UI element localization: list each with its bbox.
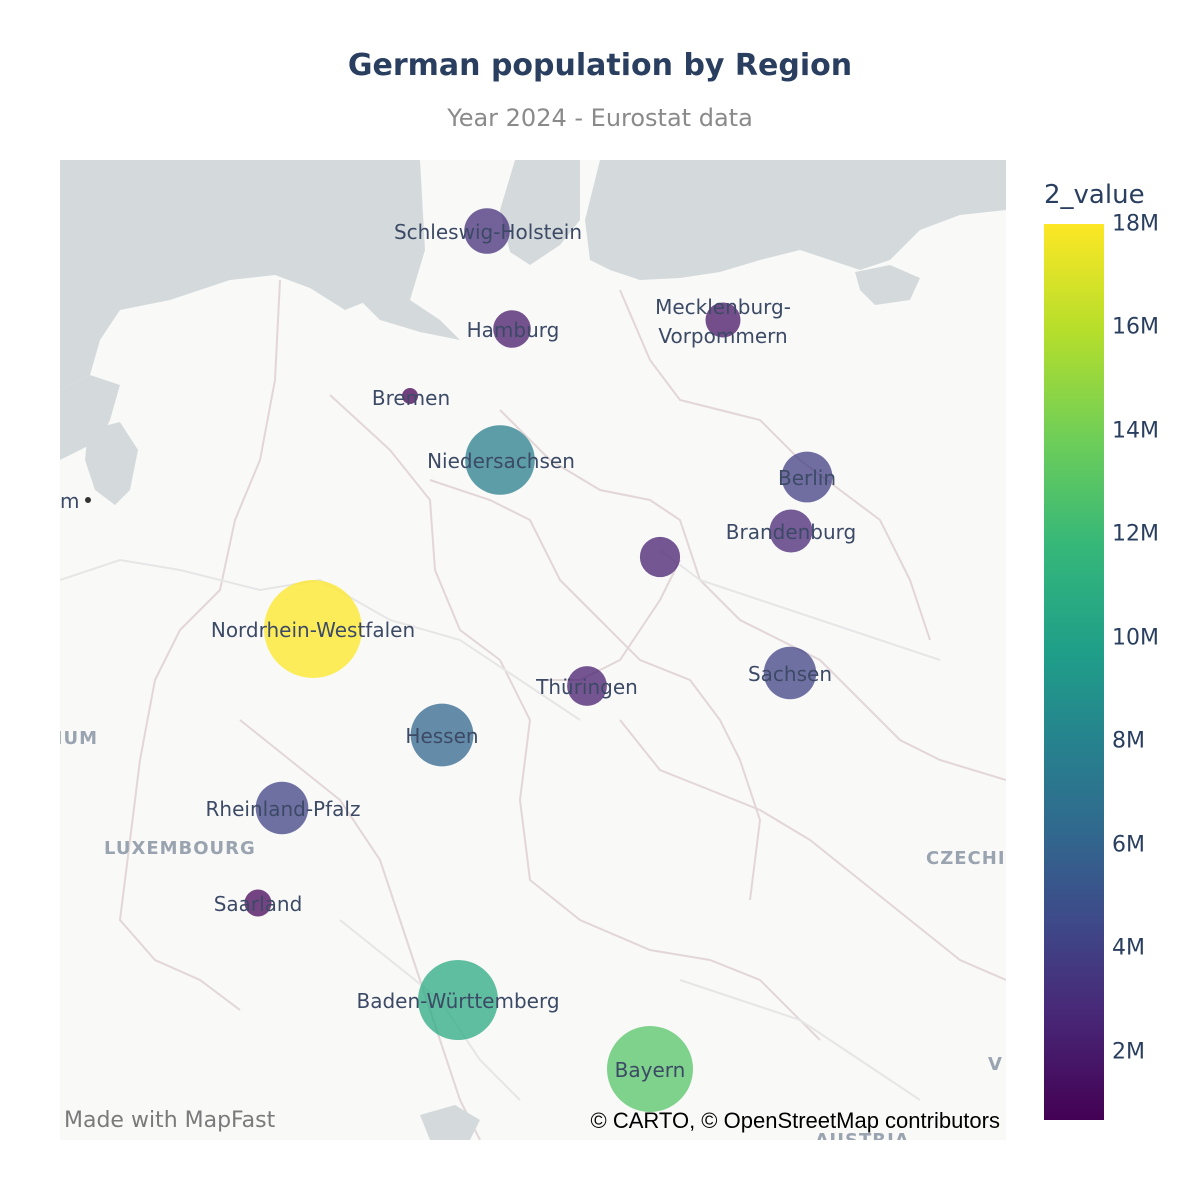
colorbar-title: 2_value xyxy=(1044,180,1145,210)
baltic-sea-west xyxy=(500,160,580,265)
region-label: Bayern xyxy=(615,1058,686,1082)
country-label-austria: AUSTRIA xyxy=(815,1130,910,1140)
elbe-estuary xyxy=(360,300,460,340)
bubble-layer xyxy=(244,208,833,1112)
colorbar-tick: 14M xyxy=(1112,418,1159,444)
region-label: Sachsen xyxy=(748,662,832,686)
bubble-hessen[interactable] xyxy=(410,703,474,767)
bubble-sachsen[interactable] xyxy=(763,646,817,700)
colorbar-tick: 16M xyxy=(1112,314,1159,340)
map-subtitle: Year 2024 - Eurostat data xyxy=(447,104,753,132)
roads-rivers xyxy=(60,549,941,1101)
bubble-th-ringen[interactable] xyxy=(567,666,607,706)
map-title: German population by Region xyxy=(347,48,853,83)
bubble-rheinland-pfalz[interactable] xyxy=(255,781,309,835)
country-label-czechia: CZECHI xyxy=(926,848,1006,869)
region-label: Hessen xyxy=(405,724,478,748)
region-label: Berlin xyxy=(778,466,836,490)
baltic-sea xyxy=(585,160,1006,280)
bubble-mecklenburg-vorpommern[interactable] xyxy=(705,302,741,338)
colorbar-tick: 4M xyxy=(1112,935,1145,961)
region-labels: Schleswig-Holstein Hamburg Mecklenburg- Vor… xyxy=(206,220,857,1082)
region-label: Niedersachsen xyxy=(427,449,575,473)
region-label: Vorpommern xyxy=(658,324,787,348)
dollart-bay xyxy=(85,422,138,505)
region-label: Saarland xyxy=(214,892,303,916)
city-marker xyxy=(85,497,91,503)
bubble-brandenburg[interactable] xyxy=(769,509,813,553)
colorbar-tick: 6M xyxy=(1112,832,1145,858)
region-label: Brandenburg xyxy=(726,520,857,544)
region-label: Baden-Württemberg xyxy=(356,989,559,1013)
bubble-niedersachsen[interactable] xyxy=(465,425,535,495)
szczecin-lagoon xyxy=(855,265,920,305)
region-label: Nordrhein-Westfalen xyxy=(211,618,415,642)
region-label: Rheinland-Pfalz xyxy=(206,797,361,821)
state-borders xyxy=(118,279,1006,1140)
wadden-sea-coast xyxy=(60,375,120,460)
colorbar xyxy=(1044,224,1104,1120)
watermark: Made with MapFast xyxy=(64,1108,276,1133)
bubble-berlin[interactable] xyxy=(781,451,833,503)
bubble-bayern[interactable] xyxy=(607,1026,693,1112)
lake-constance xyxy=(420,1105,480,1140)
country-label-belgium: GIUM xyxy=(60,728,98,749)
colorbar-tick: 18M xyxy=(1112,211,1159,237)
attribution[interactable]: © CARTO, © OpenStreetMap contributors xyxy=(590,1108,1000,1133)
region-label: Hamburg xyxy=(467,318,560,342)
basemap: Schleswig-Holstein Hamburg Mecklenburg- Vor… xyxy=(60,160,1006,1140)
bubble-schleswig-holstein[interactable] xyxy=(464,208,510,254)
country-label-partial-v: V xyxy=(988,1054,1003,1075)
region-label: Bremen xyxy=(372,386,450,410)
bubble-baden-w-rttemberg[interactable] xyxy=(418,960,498,1040)
country-label-luxembourg: LUXEMBOURG xyxy=(104,838,256,859)
city-label-partial-m: m xyxy=(60,489,79,513)
bubble-nordrhein-westfalen[interactable] xyxy=(264,580,362,678)
bubble-sachsen-anhalt[interactable] xyxy=(639,536,681,578)
region-label: Thüringen xyxy=(535,675,638,699)
colorbar-tick: 8M xyxy=(1112,728,1145,754)
colorbar-tick: 2M xyxy=(1112,1039,1145,1065)
bubble-saarland[interactable] xyxy=(244,889,272,917)
colorbar-tick: 12M xyxy=(1112,521,1159,547)
bubble-hamburg[interactable] xyxy=(493,310,531,348)
region-label: Schleswig-Holstein xyxy=(394,220,582,244)
map-area[interactable]: Schleswig-Holstein Hamburg Mecklenburg- Vor… xyxy=(60,160,1006,1140)
region-label: Mecklenburg- xyxy=(655,295,791,319)
colorbar-tick: 10M xyxy=(1112,625,1159,651)
bubble-bremen[interactable] xyxy=(402,388,418,404)
north-sea xyxy=(60,160,425,390)
